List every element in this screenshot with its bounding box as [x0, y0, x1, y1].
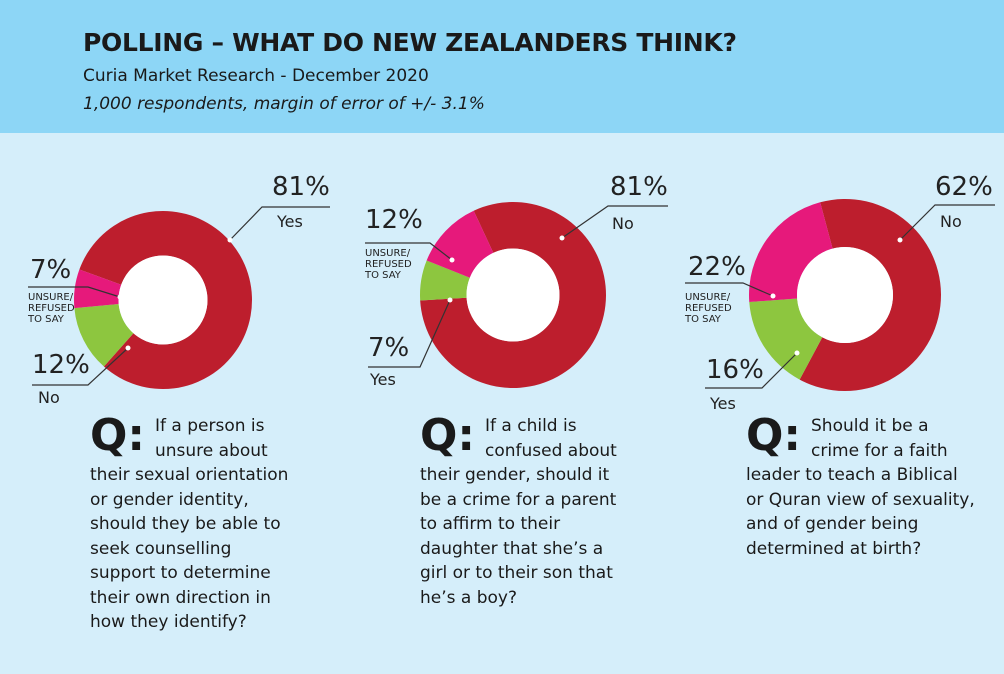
category-label: Yes	[710, 394, 736, 413]
slice	[749, 298, 823, 380]
category-label: Yes	[370, 370, 396, 389]
header-band	[0, 0, 1004, 133]
value-label: 12%	[365, 205, 423, 235]
leader-line	[32, 347, 129, 386]
value-label: 81%	[610, 172, 668, 202]
leader-line	[365, 242, 453, 261]
value-label: 62%	[935, 172, 993, 202]
leader-dot	[117, 294, 123, 300]
leader-dot	[794, 350, 800, 356]
question-text: If a child is confused about their gende…	[420, 416, 617, 608]
leader-line	[899, 204, 995, 241]
category-label: No	[940, 212, 962, 231]
question: Q: If a person is unsure about their sexu…	[90, 414, 295, 635]
category-label: UNSURE/ REFUSED TO SAY	[28, 292, 75, 325]
leader-line	[705, 352, 798, 389]
question: Q: Should it be a crime for a faith leade…	[746, 414, 978, 561]
question-marker: Q:	[420, 410, 475, 461]
leader-dot	[449, 257, 455, 263]
category-label: UNSURE/ REFUSED TO SAY	[365, 248, 412, 281]
value-label: 7%	[368, 333, 410, 363]
slice	[79, 211, 253, 389]
leader-dot	[770, 293, 776, 299]
slice	[420, 260, 470, 301]
value-label: 16%	[706, 355, 764, 385]
leader-dot	[559, 235, 565, 241]
slice	[74, 304, 134, 367]
slice	[426, 210, 494, 278]
slice	[74, 269, 122, 309]
value-label: 81%	[272, 172, 330, 202]
category-label: No	[612, 214, 634, 233]
slice	[749, 202, 833, 303]
question: Q: If a child is confused about their gen…	[420, 414, 632, 610]
leader-dot	[897, 237, 903, 243]
leader-line	[561, 205, 668, 239]
slice	[420, 202, 606, 388]
leader-line	[229, 206, 330, 241]
leader-line	[685, 282, 774, 297]
category-label: No	[38, 388, 60, 407]
leader-line	[368, 299, 451, 368]
value-label: 22%	[688, 252, 746, 282]
value-label: 7%	[30, 255, 72, 285]
leader-dot	[227, 237, 233, 243]
donut-hole	[118, 255, 208, 345]
leader-dot	[447, 297, 453, 303]
donut-hole	[466, 248, 560, 342]
note: 1,000 respondents, margin of error of +/…	[83, 94, 485, 114]
category-label: UNSURE/ REFUSED TO SAY	[685, 292, 732, 325]
slice	[799, 199, 942, 391]
title: POLLING – WHAT DO NEW ZEALANDERS THINK?	[83, 28, 737, 57]
question-text: Should it be a crime for a faith leader …	[746, 416, 975, 559]
donut-hole	[797, 247, 893, 343]
leader-dot	[125, 345, 131, 351]
question-marker: Q:	[90, 410, 145, 461]
category-label: Yes	[277, 212, 303, 231]
value-label: 12%	[32, 350, 90, 380]
leader-line	[28, 286, 121, 298]
question-marker: Q:	[746, 410, 801, 461]
question-text: If a person is unsure about their sexual…	[90, 416, 289, 632]
subtitle: Curia Market Research - December 2020	[83, 66, 429, 86]
